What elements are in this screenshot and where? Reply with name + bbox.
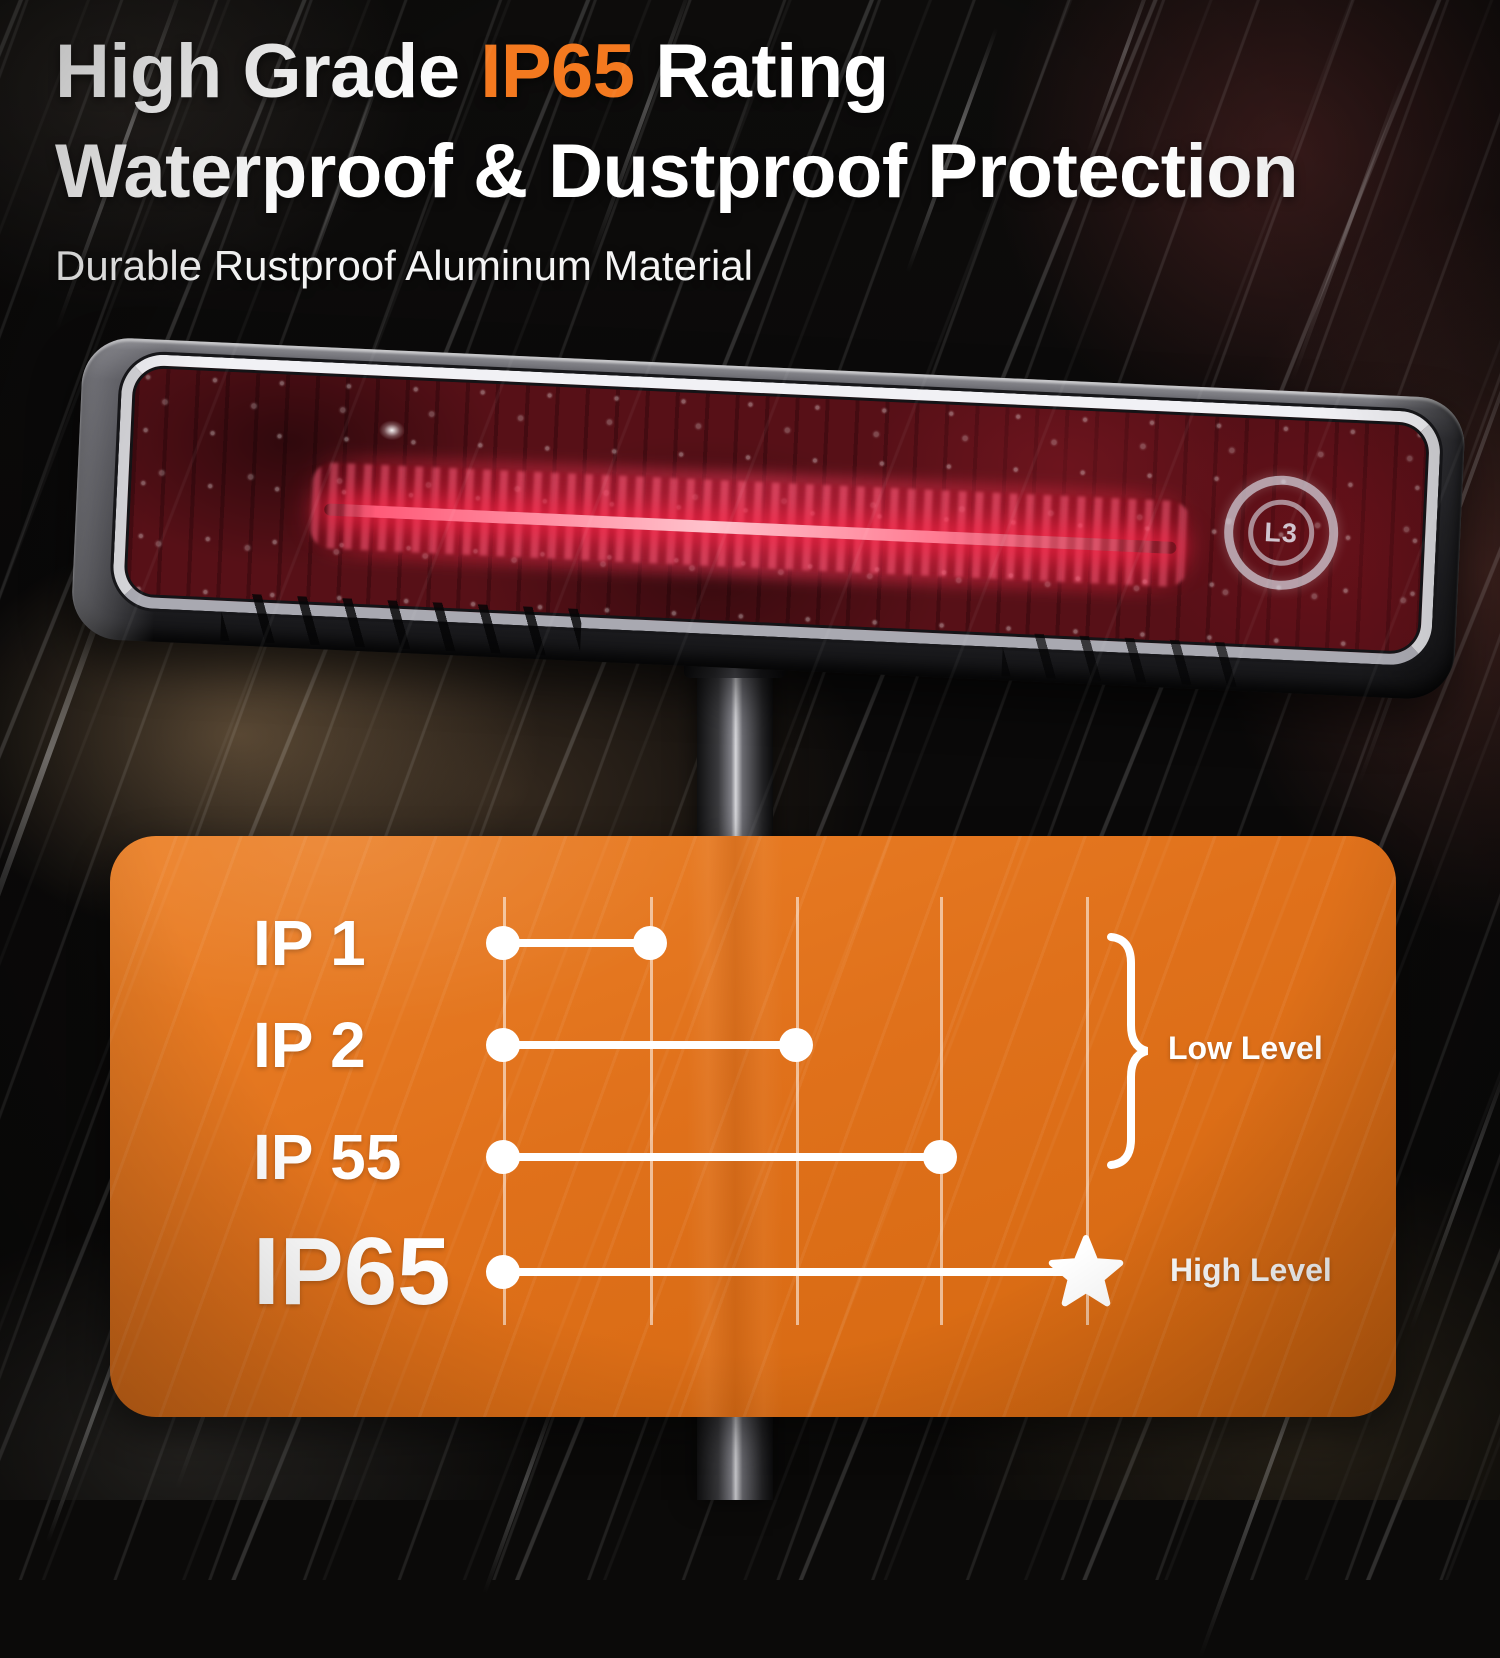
gridline-1 xyxy=(503,897,506,1325)
title-part-1: High Grade xyxy=(55,29,481,114)
ip1-label: IP 1 xyxy=(253,907,366,979)
ip55-bar xyxy=(503,1153,940,1161)
gridline-5 xyxy=(1086,897,1089,1325)
ip1-end-dot xyxy=(633,926,667,960)
gridline-3 xyxy=(796,897,799,1325)
subtitle: Durable Rustproof Aluminum Material xyxy=(55,242,753,289)
low-level-label: Low Level xyxy=(1168,1030,1323,1066)
ip-rating-panel: IP 1 IP 2 IP 55 IP65 Low Level High Leve… xyxy=(110,836,1396,1417)
title-line-2: Waterproof & Dustproof Protection xyxy=(55,129,1299,214)
ip2-label: IP 2 xyxy=(253,1009,366,1081)
power-level-ring: L3 xyxy=(1246,498,1316,568)
gridline-2 xyxy=(650,897,653,1325)
ip2-start-dot xyxy=(486,1028,520,1062)
ip55-label: IP 55 xyxy=(253,1121,402,1193)
ip55-end-dot xyxy=(923,1140,957,1174)
high-level-label: High Level xyxy=(1170,1252,1332,1288)
heater-aluminum-body: L3 xyxy=(70,336,1467,701)
high-level-star-icon xyxy=(1048,1235,1124,1307)
title-part-2: Rating xyxy=(634,29,889,114)
pole-shadow-band xyxy=(687,836,783,1417)
low-level-brace-icon xyxy=(1107,933,1149,1169)
ip1-bar xyxy=(503,939,650,947)
ip65-start-dot xyxy=(486,1255,520,1289)
title-highlight-ip65: IP65 xyxy=(480,29,635,114)
page-title: High Grade IP65 Rating Waterproof & Dust… xyxy=(55,22,1299,222)
product-hero-image: { "header": { "title_1a": "High Grade ",… xyxy=(0,0,1500,1500)
ip2-bar xyxy=(503,1041,796,1049)
ip1-start-dot xyxy=(486,926,520,960)
ip65-label: IP65 xyxy=(253,1218,451,1325)
gridline-4 xyxy=(940,897,943,1325)
ip2-end-dot xyxy=(779,1028,813,1062)
infrared-heater: L3 xyxy=(70,336,1467,701)
droplet-highlight xyxy=(378,419,406,441)
power-level-text: L3 xyxy=(1263,516,1299,548)
ip65-bar xyxy=(503,1268,1086,1276)
headline-block: High Grade IP65 Rating Waterproof & Dust… xyxy=(55,22,1299,292)
ip55-start-dot xyxy=(486,1140,520,1174)
